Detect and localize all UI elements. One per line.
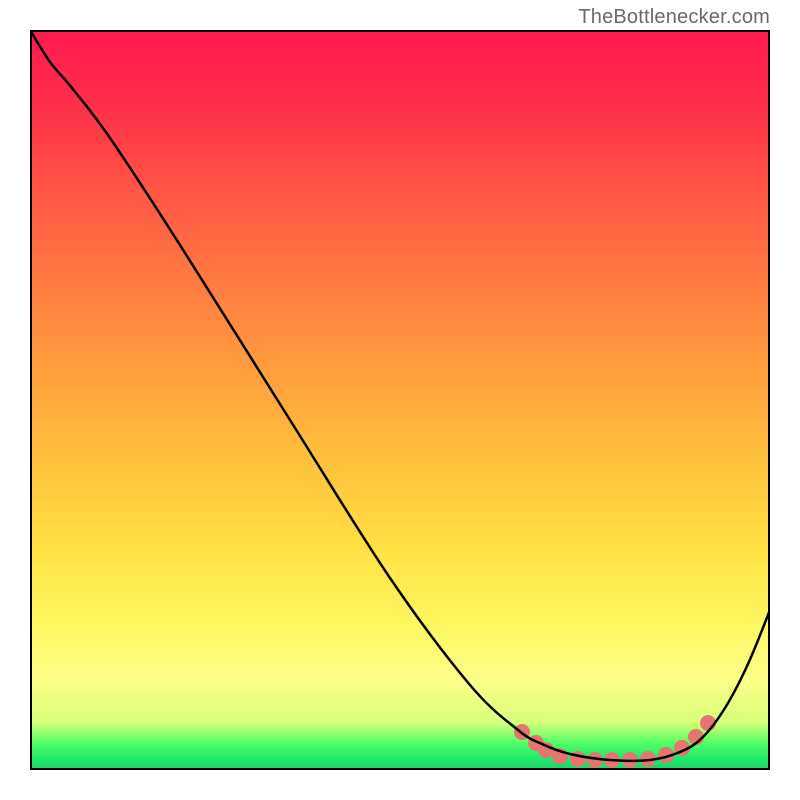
chart-container: TheBottlenecker.com	[0, 0, 800, 800]
plot-area	[30, 30, 770, 770]
gradient-background	[30, 30, 770, 770]
plot-svg	[30, 30, 770, 770]
watermark-text: TheBottlenecker.com	[578, 6, 770, 29]
